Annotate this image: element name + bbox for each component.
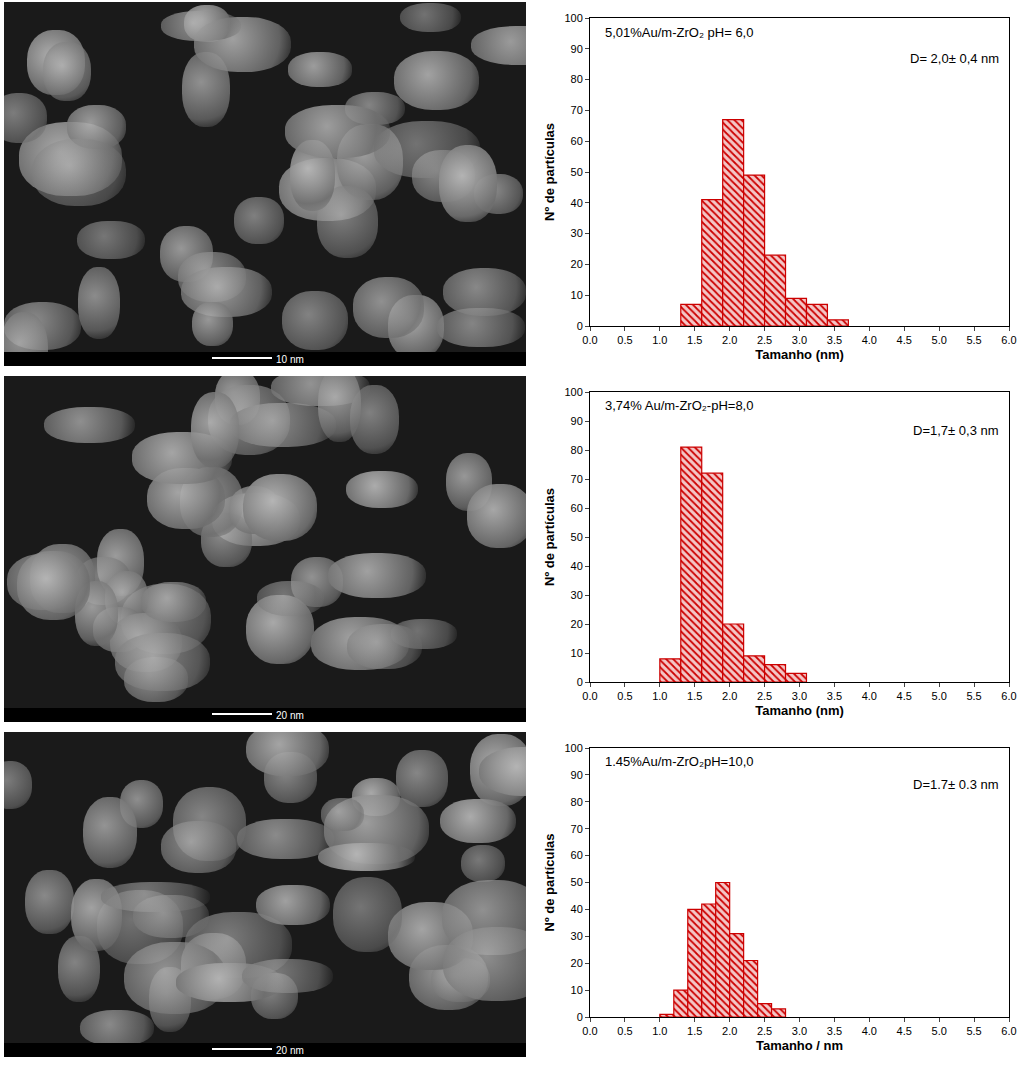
svg-text:0: 0 xyxy=(577,320,583,332)
svg-text:40: 40 xyxy=(571,560,583,572)
svg-text:90: 90 xyxy=(571,415,583,427)
svg-text:2.5: 2.5 xyxy=(757,334,772,346)
svg-text:5.5: 5.5 xyxy=(966,1025,981,1037)
svg-text:6.0: 6.0 xyxy=(1001,690,1016,702)
svg-text:5,01%Au/m-ZrO₂ pH= 6,0: 5,01%Au/m-ZrO₂ pH= 6,0 xyxy=(605,25,753,40)
svg-text:5.5: 5.5 xyxy=(966,690,981,702)
html-text:20 nm: 20 nm xyxy=(276,1045,304,1056)
svg-text:6.0: 6.0 xyxy=(1001,334,1016,346)
svg-text:50: 50 xyxy=(571,166,583,178)
svg-text:100: 100 xyxy=(564,12,582,24)
svg-text:40: 40 xyxy=(571,903,583,915)
svg-text:3.5: 3.5 xyxy=(827,690,842,702)
svg-text:5.0: 5.0 xyxy=(932,334,947,346)
svg-text:D=1,7± 0,3 nm: D=1,7± 0,3 nm xyxy=(913,423,999,438)
svg-text:Nº de partículas: Nº de partículas xyxy=(542,123,557,221)
svg-text:30: 30 xyxy=(571,589,583,601)
svg-text:6.0: 6.0 xyxy=(1001,1025,1016,1037)
svg-text:4.0: 4.0 xyxy=(862,1025,877,1037)
svg-text:100: 100 xyxy=(564,742,582,754)
svg-text:30: 30 xyxy=(571,930,583,942)
svg-text:80: 80 xyxy=(571,444,583,456)
html-text:20 nm: 20 nm xyxy=(276,710,304,721)
svg-text:70: 70 xyxy=(571,104,583,116)
svg-text:70: 70 xyxy=(571,473,583,485)
svg-text:20: 20 xyxy=(571,618,583,630)
svg-text:0.5: 0.5 xyxy=(617,1025,632,1037)
svg-text:1.0: 1.0 xyxy=(652,1025,667,1037)
svg-text:90: 90 xyxy=(571,43,583,55)
svg-text:3.5: 3.5 xyxy=(827,1025,842,1037)
svg-text:2.5: 2.5 xyxy=(757,1025,772,1037)
svg-text:Tamanho (nm): Tamanho (nm) xyxy=(755,703,844,718)
svg-text:5.5: 5.5 xyxy=(966,334,981,346)
svg-text:100: 100 xyxy=(564,386,582,398)
svg-text:50: 50 xyxy=(571,531,583,543)
svg-text:Nº de partículas: Nº de partículas xyxy=(542,834,557,932)
svg-text:40: 40 xyxy=(571,197,583,209)
svg-text:Tamanho / nm: Tamanho / nm xyxy=(756,1038,843,1053)
svg-text:3.0: 3.0 xyxy=(792,690,807,702)
svg-text:Nº de partículas: Nº de partículas xyxy=(542,488,557,586)
svg-text:1.0: 1.0 xyxy=(652,690,667,702)
svg-text:4.5: 4.5 xyxy=(897,690,912,702)
svg-text:10: 10 xyxy=(571,289,583,301)
svg-text:80: 80 xyxy=(571,796,583,808)
svg-text:4.5: 4.5 xyxy=(897,1025,912,1037)
svg-text:3.0: 3.0 xyxy=(792,1025,807,1037)
svg-text:30: 30 xyxy=(571,227,583,239)
svg-text:0.0: 0.0 xyxy=(582,1025,597,1037)
svg-text:0.5: 0.5 xyxy=(617,690,632,702)
svg-text:4.0: 4.0 xyxy=(862,690,877,702)
svg-text:70: 70 xyxy=(571,823,583,835)
svg-text:60: 60 xyxy=(571,502,583,514)
svg-text:2.0: 2.0 xyxy=(722,690,737,702)
svg-text:1.5: 1.5 xyxy=(687,334,702,346)
svg-text:60: 60 xyxy=(571,849,583,861)
svg-text:4.0: 4.0 xyxy=(862,334,877,346)
svg-text:2.0: 2.0 xyxy=(722,1025,737,1037)
svg-text:Tamanho (nm): Tamanho (nm) xyxy=(755,347,844,362)
svg-text:0.0: 0.0 xyxy=(582,334,597,346)
svg-text:80: 80 xyxy=(571,73,583,85)
svg-text:2.0: 2.0 xyxy=(722,334,737,346)
svg-text:10: 10 xyxy=(571,984,583,996)
svg-text:5.0: 5.0 xyxy=(932,690,947,702)
svg-text:0.5: 0.5 xyxy=(617,334,632,346)
svg-text:1.45%Au/m-ZrO₂pH=10,0: 1.45%Au/m-ZrO₂pH=10,0 xyxy=(605,754,753,769)
svg-text:90: 90 xyxy=(571,769,583,781)
svg-text:20: 20 xyxy=(571,957,583,969)
svg-text:0.0: 0.0 xyxy=(582,690,597,702)
svg-text:0: 0 xyxy=(577,676,583,688)
svg-text:60: 60 xyxy=(571,135,583,147)
svg-text:20: 20 xyxy=(571,258,583,270)
svg-text:5.0: 5.0 xyxy=(932,1025,947,1037)
svg-text:4.5: 4.5 xyxy=(897,334,912,346)
svg-text:3,74% Au/m-ZrO₂-pH=8,0: 3,74% Au/m-ZrO₂-pH=8,0 xyxy=(605,398,753,413)
svg-text:2.5: 2.5 xyxy=(757,690,772,702)
svg-text:D=1.7± 0.3 nm: D=1.7± 0.3 nm xyxy=(913,777,999,792)
html-text:10 nm: 10 nm xyxy=(276,354,304,365)
svg-text:D= 2,0± 0,4 nm: D= 2,0± 0,4 nm xyxy=(910,51,999,66)
svg-text:1.5: 1.5 xyxy=(687,1025,702,1037)
svg-text:1.5: 1.5 xyxy=(687,690,702,702)
svg-text:0: 0 xyxy=(577,1011,583,1023)
svg-text:3.5: 3.5 xyxy=(827,334,842,346)
svg-text:10: 10 xyxy=(571,647,583,659)
svg-text:1.0: 1.0 xyxy=(652,334,667,346)
svg-text:3.0: 3.0 xyxy=(792,334,807,346)
svg-text:50: 50 xyxy=(571,876,583,888)
